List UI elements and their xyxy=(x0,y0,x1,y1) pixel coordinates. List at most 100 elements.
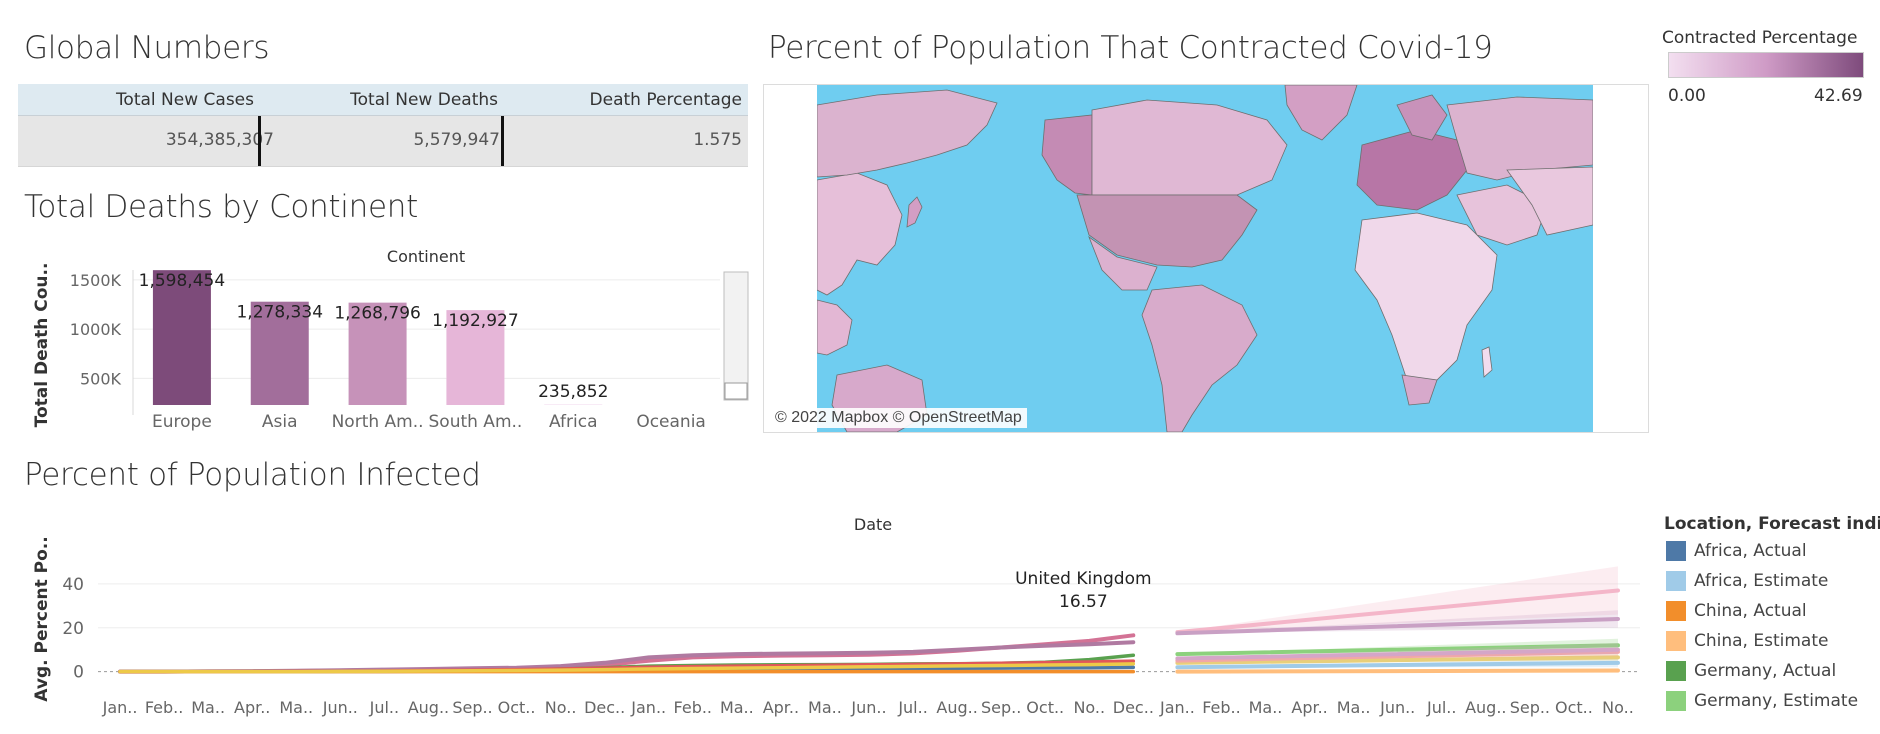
legend-label: Africa, Estimate xyxy=(1694,571,1829,591)
map-region-usa[interactable] xyxy=(1076,194,1258,268)
bar-south-am-[interactable] xyxy=(446,310,505,405)
map-region-south-africa[interactable] xyxy=(1401,374,1438,406)
line-x-tick-label: Oct.. xyxy=(1026,698,1064,717)
annotation-location: United Kingdom xyxy=(1015,569,1151,589)
bar-chart-scroll-thumb[interactable] xyxy=(724,382,748,400)
line-series-forecast[interactable] xyxy=(1175,668,1620,674)
bar-category-label: Oceania xyxy=(636,412,706,432)
percent-infected-title: Percent of Population Infected xyxy=(24,457,481,493)
world-map-panel[interactable]: © 2022 Mapbox © OpenStreetMap xyxy=(763,84,1649,433)
world-choropleth-map[interactable] xyxy=(817,85,1593,432)
line-series-forecast[interactable] xyxy=(1175,660,1620,670)
line-x-tick-label: Jul.. xyxy=(897,698,927,717)
bar-category-label: Europe xyxy=(152,412,212,432)
kpi-separator xyxy=(501,116,504,166)
line-x-tick-label: Jun.. xyxy=(322,698,358,717)
line-x-tick-label: Apr.. xyxy=(234,698,270,717)
line-x-tick-label: Jan.. xyxy=(102,698,138,717)
bar-north-am-[interactable] xyxy=(348,302,407,405)
kpi-header-cases: Total New Cases xyxy=(115,90,254,110)
legend-label: Africa, Actual xyxy=(1694,541,1807,561)
line-series-actual[interactable] xyxy=(118,662,1136,674)
map-region-southeast-asia[interactable] xyxy=(817,299,853,356)
legend-item-africa-actual[interactable]: Africa, Actual xyxy=(1666,541,1807,563)
legend-item-africa-estimate[interactable]: Africa, Estimate xyxy=(1666,571,1828,593)
legend-label: Germany, Actual xyxy=(1694,661,1837,681)
legend-item-china-estimate[interactable]: China, Estimate xyxy=(1666,631,1828,653)
bar-africa[interactable] xyxy=(544,404,603,405)
line-x-tick-label: Aug.. xyxy=(936,698,977,717)
bar-asia[interactable] xyxy=(250,301,309,405)
line-x-tick-label: Apr.. xyxy=(763,698,799,717)
line-x-tick-label: Jan.. xyxy=(1159,698,1195,717)
line-x-tick-label: Sep.. xyxy=(981,698,1021,717)
line-axis-title: Date xyxy=(854,515,892,534)
map-region-mexico[interactable] xyxy=(1088,235,1158,291)
line-x-tick-label: Feb.. xyxy=(674,698,713,717)
line-y-axis-label: Avg. Percent Po.. xyxy=(32,536,52,701)
forecast-band xyxy=(1177,647,1618,661)
bar-y-axis-label: Total Death Cou.. xyxy=(32,263,52,428)
line-series-forecast[interactable] xyxy=(1175,643,1620,657)
line-x-tick-label: Jun.. xyxy=(850,698,886,717)
bar-y-tick-label: 1000K xyxy=(70,320,122,339)
kpi-value-cases: 354,385,307 xyxy=(165,130,274,150)
bar-value-label: 235,852 xyxy=(538,382,608,402)
map-region-central-asia[interactable] xyxy=(1506,166,1593,236)
map-region-asia-west[interactable] xyxy=(817,172,903,296)
line-x-tick-label: No.. xyxy=(545,698,577,717)
legend-item-china-actual[interactable]: China, Actual xyxy=(1666,601,1807,623)
line-series-forecast[interactable] xyxy=(1175,617,1620,636)
kpi-value-row xyxy=(18,116,748,167)
deaths-by-continent-title: Total Deaths by Continent xyxy=(24,189,418,225)
line-y-tick-label: 40 xyxy=(62,575,84,595)
kpi-header-death-pct: Death Percentage xyxy=(589,90,742,110)
bar-category-label: South Am.. xyxy=(429,412,523,432)
line-x-tick-label: Aug.. xyxy=(408,698,449,717)
legend-item-germany-estimate[interactable]: Germany, Estimate xyxy=(1666,691,1858,713)
bar-value-label: 1,268,796 xyxy=(334,304,421,324)
contracted-percentage-legend-title: Contracted Percentage xyxy=(1662,28,1858,48)
map-region-greenland[interactable] xyxy=(1284,85,1358,141)
annotation-value: 16.57 xyxy=(1059,592,1108,612)
bar-chart-scrollbar[interactable] xyxy=(723,271,749,401)
line-x-tick-label: Jul.. xyxy=(369,698,399,717)
line-series-forecast[interactable] xyxy=(1175,647,1620,661)
legend-swatch xyxy=(1666,661,1686,681)
global-numbers-table: Total New Cases Total New Deaths Death P… xyxy=(18,84,748,167)
line-series-forecast[interactable] xyxy=(1175,649,1620,663)
legend-item-germany-actual[interactable]: Germany, Actual xyxy=(1666,661,1836,683)
line-series-forecast[interactable] xyxy=(1175,588,1620,635)
line-x-tick-label: Sep.. xyxy=(452,698,492,717)
kpi-header-row xyxy=(18,84,748,116)
legend-label: China, Estimate xyxy=(1694,631,1829,651)
line-x-tick-label: Aug.. xyxy=(1465,698,1506,717)
map-attribution[interactable]: © 2022 Mapbox © OpenStreetMap xyxy=(770,408,1027,428)
bar-value-label: 1,598,454 xyxy=(139,271,226,291)
map-region-africa[interactable] xyxy=(1354,212,1498,386)
line-x-tick-label: Oct.. xyxy=(1555,698,1593,717)
bar-category-label: Africa xyxy=(549,412,598,432)
kpi-separator xyxy=(258,116,261,166)
kpi-value-death-pct: 1.575 xyxy=(693,130,742,150)
line-x-tick-label: Ma.. xyxy=(1337,698,1371,717)
line-x-tick-label: Ma.. xyxy=(808,698,842,717)
line-x-tick-label: Ma.. xyxy=(1249,698,1283,717)
bar-axis-title: Continent xyxy=(387,247,465,266)
bar-y-tick-label: 500K xyxy=(80,369,122,388)
line-x-tick-label: Sep.. xyxy=(1510,698,1550,717)
legend-min-value: 0.00 xyxy=(1668,86,1706,106)
legend-swatch xyxy=(1666,631,1686,651)
bar-value-label: 1,278,334 xyxy=(236,303,323,323)
bar-europe[interactable] xyxy=(152,270,211,405)
bar-y-tick-label: 1500K xyxy=(70,271,122,290)
percent-infected-chart: Date Avg. Percent Po.. 0 20 40 Jan.. Feb.. Ma..… xyxy=(32,515,1640,717)
bar-value-label: 1,192,927 xyxy=(432,311,519,331)
global-numbers-title: Global Numbers xyxy=(24,30,270,66)
legend-label: Germany, Estimate xyxy=(1694,691,1859,711)
map-region-south-america[interactable] xyxy=(1141,284,1258,432)
map-region-russia-east[interactable] xyxy=(817,89,998,178)
map-region-scandinavia[interactable] xyxy=(1396,94,1448,141)
line-series-forecast[interactable] xyxy=(1175,655,1620,665)
line-x-tick-label: Oct.. xyxy=(498,698,536,717)
